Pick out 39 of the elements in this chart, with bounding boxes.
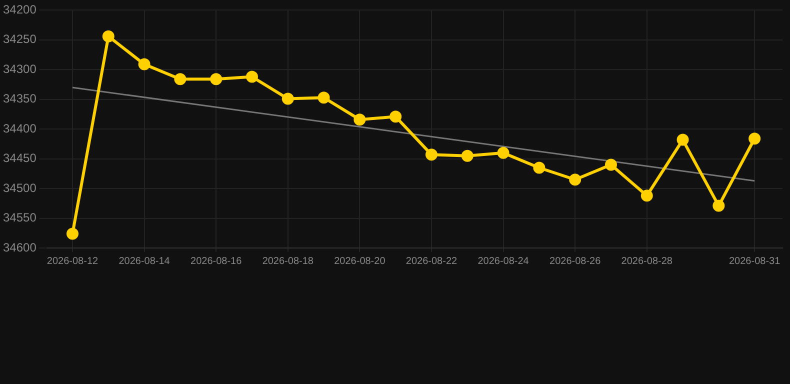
y-tick-label: 34250 (2, 32, 37, 46)
point (210, 73, 222, 86)
point (497, 146, 510, 159)
x-tick-label: 2026-08-14 (118, 256, 170, 267)
point (138, 58, 150, 70)
y-tick-label: 34600 (2, 240, 37, 254)
point (318, 92, 330, 104)
point (569, 174, 582, 186)
y-tick-label: 34500 (2, 180, 37, 195)
y-tick-label: 34400 (2, 121, 37, 136)
x-tick-label: 2026-08-16 (190, 256, 242, 267)
point (461, 150, 474, 162)
point (604, 158, 617, 171)
point (354, 114, 366, 126)
x-tick-label: 2026-08-26 (550, 256, 602, 267)
x-tick-label: 2026-08-24 (478, 256, 530, 267)
point (390, 110, 402, 123)
point (282, 92, 294, 105)
point (533, 162, 546, 174)
point (246, 70, 258, 83)
x-tick-label: 2026-08-28 (621, 256, 673, 267)
x-tick-label: 2026-08-22 (406, 256, 458, 267)
point (102, 30, 114, 42)
y-tick-label: 34550 (2, 210, 37, 225)
x-tick-label: 2026-08-18 (262, 256, 314, 267)
point (748, 132, 761, 145)
point (66, 228, 78, 240)
point (640, 190, 653, 202)
point (425, 148, 438, 161)
x-tick-label: 2026-08-31 (729, 256, 781, 267)
point (712, 200, 725, 212)
y-tick-label: 34200 (2, 2, 37, 17)
x-tick-label: 2026-08-12 (46, 256, 99, 267)
point (676, 134, 689, 146)
y-tick-label: 34450 (2, 151, 37, 166)
y-tick-label: 34350 (2, 92, 37, 106)
x-tick-label: 2026-08-20 (334, 256, 386, 267)
y-tick-label: 34300 (2, 62, 37, 76)
point (174, 73, 186, 86)
